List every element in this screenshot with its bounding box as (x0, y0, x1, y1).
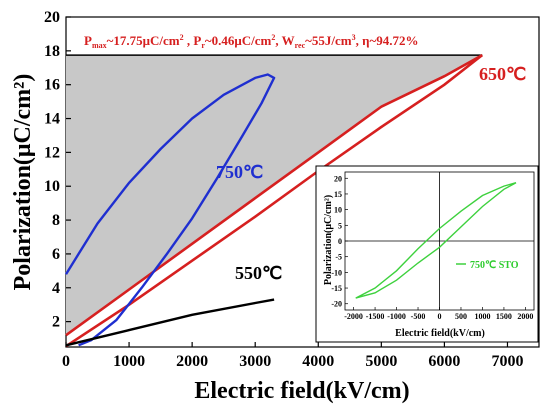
inset-x-tick-label: -1500 (366, 312, 385, 321)
x-tick-label: 1000 (113, 353, 145, 370)
y-axis-label: Polarization(μC/cm²) (10, 74, 36, 291)
inset-legend-label: 750℃ STO (470, 260, 519, 271)
y-tick-label: 8 (52, 212, 60, 229)
inset-y-tick-label: -15 (331, 284, 342, 293)
x-tick-label: 2000 (176, 353, 208, 370)
inset-y-tick-label: -10 (331, 268, 342, 277)
inset-y-tick-label: 15 (334, 190, 342, 199)
series-750-loop (64, 73, 276, 347)
series-650-lower (65, 54, 484, 348)
y-tick-label: 4 (52, 280, 60, 297)
inset-y-tick-label: -5 (335, 253, 342, 262)
inset-y-axis-label: Polarization(μC/cm²) (323, 195, 334, 285)
inset-x-tick-label: 0 (438, 312, 442, 321)
inset-x-tick-label: -2000 (344, 312, 363, 321)
inset-x-axis-label: Electric field(kV/cm) (395, 328, 485, 339)
series-550-line (65, 298, 275, 347)
x-tick-label: 7000 (491, 353, 523, 370)
y-tick-label: 16 (44, 77, 60, 94)
inset-x-tick-label: -1000 (387, 312, 406, 321)
y-tick-label: 10 (44, 178, 60, 195)
inset-series-750-sto (355, 182, 517, 299)
y-tick-label: 2 (52, 314, 60, 331)
y-tick-label: 6 (52, 246, 60, 263)
x-tick-label: 6000 (428, 353, 460, 370)
y-tick-label: 12 (44, 144, 60, 161)
recoverable-energy-area (66, 55, 483, 336)
series-label-750: 750℃ (216, 162, 263, 182)
inset-x-tick-label: 500 (455, 312, 467, 321)
y-tick-label: 18 (44, 43, 60, 60)
inset-y-tick-label: 20 (334, 174, 342, 183)
x-tick-label: 5000 (365, 353, 397, 370)
inset-x-tick-label: -500 (411, 312, 426, 321)
y-tick-label: 20 (44, 9, 60, 26)
series-label-650: 650℃ (479, 64, 526, 84)
x-tick-label: 0 (62, 353, 70, 370)
x-tick-label: 3000 (239, 353, 271, 370)
inset-y-tick-label: -20 (331, 300, 342, 309)
energy-density-area (66, 54, 483, 336)
energy-storage-annotation: Pmax~17.75μC/cm2 , Pr~0.46μC/cm2, Wrec~5… (84, 33, 419, 50)
inset-x-tick-label: 1500 (496, 312, 512, 321)
inset-x-tick-label: 2000 (517, 312, 533, 321)
x-tick-label: 4000 (302, 353, 334, 370)
inset-x-tick-label: 1000 (474, 312, 490, 321)
series-650-upper (65, 53, 483, 337)
inset-frame (315, 165, 539, 343)
inset-y-tick-label: 10 (334, 206, 342, 215)
series-label-550: 550℃ (235, 263, 282, 283)
inset-y-tick-label: 5 (338, 221, 342, 230)
inset-y-tick-label: 0 (338, 237, 342, 246)
y-tick-label: 14 (44, 111, 60, 128)
x-axis-label: Electric field(kV/cm) (194, 378, 409, 404)
inset-chart: -2000 -1500 -1000 -500 0 500 1000 1500 2000 20 15 1… (315, 165, 539, 343)
